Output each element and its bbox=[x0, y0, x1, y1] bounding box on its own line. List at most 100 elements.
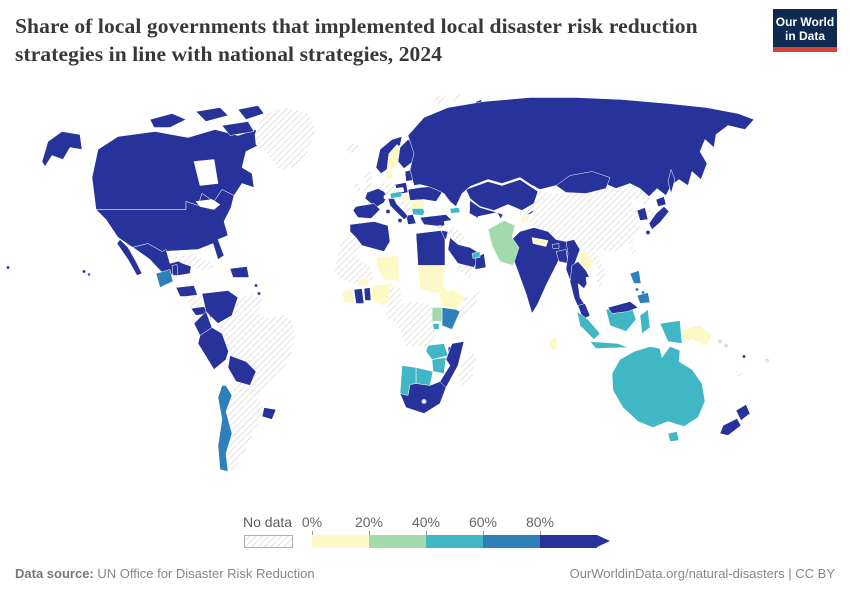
region-new-caledonia[interactable] bbox=[734, 370, 746, 379]
region-alaska[interactable] bbox=[41, 131, 83, 167]
region-lesser-antilles[interactable] bbox=[254, 283, 258, 288]
region-south-africa[interactable] bbox=[399, 381, 447, 414]
region-yemen[interactable] bbox=[455, 263, 475, 278]
region-nepal[interactable] bbox=[531, 237, 549, 247]
region-zambia[interactable] bbox=[425, 343, 449, 360]
region-sicily[interactable] bbox=[397, 218, 403, 223]
region-australia[interactable] bbox=[611, 346, 706, 428]
legend-bin-60-80%[interactable] bbox=[483, 535, 540, 548]
region-south-sudan[interactable] bbox=[419, 289, 439, 304]
region-indonesia-sumatra[interactable] bbox=[576, 310, 601, 340]
region-guinea[interactable] bbox=[335, 279, 351, 292]
legend-bin-80-100%[interactable] bbox=[540, 535, 597, 548]
region-nicaragua[interactable] bbox=[185, 294, 206, 309]
region-lesotho[interactable] bbox=[421, 399, 427, 404]
region-bhutan[interactable] bbox=[551, 243, 560, 249]
region-zimbabwe[interactable] bbox=[431, 357, 447, 374]
region-algeria[interactable] bbox=[349, 221, 391, 252]
region-drc[interactable] bbox=[395, 301, 437, 348]
region-greece[interactable] bbox=[405, 214, 417, 225]
region-france[interactable] bbox=[364, 188, 388, 208]
region-nigeria[interactable] bbox=[370, 283, 395, 306]
region-russia[interactable] bbox=[407, 97, 755, 207]
region-tasmania[interactable] bbox=[667, 431, 680, 442]
region-benelux[interactable] bbox=[377, 182, 386, 190]
region-philippines-mindanao[interactable] bbox=[636, 292, 651, 304]
legend-bin-40-60%[interactable] bbox=[426, 535, 483, 548]
region-tunisia[interactable] bbox=[387, 220, 396, 230]
region-somalia[interactable] bbox=[455, 288, 481, 324]
region-brazil[interactable] bbox=[217, 311, 297, 400]
region-japan-kyushu[interactable] bbox=[645, 230, 651, 235]
region-fiji[interactable] bbox=[765, 358, 769, 363]
region-sardinia[interactable] bbox=[385, 209, 391, 214]
region-solomon-islands[interactable] bbox=[724, 343, 728, 348]
region-south-korea[interactable] bbox=[636, 207, 649, 221]
region-pacific-island[interactable] bbox=[6, 265, 10, 270]
region-new-zealand-south[interactable] bbox=[719, 418, 742, 436]
region-sweden[interactable] bbox=[385, 144, 404, 180]
region-cyprus[interactable] bbox=[437, 225, 443, 228]
region-indonesia-java[interactable] bbox=[589, 341, 629, 349]
legend-bin-0-20%[interactable] bbox=[312, 535, 369, 548]
region-papua-new-guinea[interactable] bbox=[681, 325, 713, 346]
region-chile[interactable] bbox=[217, 385, 233, 472]
region-lesser-antilles[interactable] bbox=[257, 291, 261, 296]
region-kenya[interactable] bbox=[441, 307, 461, 330]
region-mongolia[interactable] bbox=[555, 171, 611, 194]
region-taiwan[interactable] bbox=[629, 245, 637, 254]
region-thailand[interactable] bbox=[569, 261, 591, 312]
region-botswana[interactable] bbox=[415, 367, 434, 386]
region-solomon-islands[interactable] bbox=[718, 339, 722, 344]
region-hawaii[interactable] bbox=[82, 269, 86, 274]
region-italy[interactable] bbox=[387, 198, 409, 220]
region-malaysia-borneo[interactable] bbox=[607, 301, 639, 314]
region-philippines-luzon[interactable] bbox=[629, 270, 642, 284]
region-greenland[interactable] bbox=[254, 107, 317, 172]
region-burkina-faso[interactable] bbox=[357, 277, 370, 287]
region-canada-arctic[interactable] bbox=[149, 105, 277, 136]
region-mexico-baja[interactable] bbox=[116, 239, 143, 276]
region-pakistan[interactable] bbox=[487, 220, 520, 266]
region-sakhalin[interactable] bbox=[667, 168, 676, 195]
owid-logo[interactable]: Our World in Data bbox=[773, 9, 837, 52]
region-india[interactable] bbox=[511, 227, 575, 315]
region-uruguay[interactable] bbox=[261, 407, 277, 420]
region-indonesia-papua[interactable] bbox=[659, 320, 683, 344]
region-chad[interactable] bbox=[397, 255, 417, 287]
region-vanuatu[interactable] bbox=[742, 354, 746, 359]
region-cambodia[interactable] bbox=[585, 275, 599, 287]
region-bulgaria[interactable] bbox=[411, 208, 427, 216]
region-belize[interactable] bbox=[171, 264, 179, 276]
region-angola[interactable] bbox=[403, 347, 429, 368]
legend-bin-20-40%[interactable] bbox=[369, 535, 426, 548]
region-georgia[interactable] bbox=[449, 207, 461, 214]
region-central-african-republic[interactable] bbox=[401, 285, 421, 302]
legend-no-data-label[interactable]: No data bbox=[243, 514, 293, 530]
region-madagascar[interactable] bbox=[457, 351, 478, 388]
region-libya[interactable] bbox=[389, 227, 417, 255]
region-vietnam[interactable] bbox=[583, 245, 607, 289]
region-uae[interactable] bbox=[471, 251, 481, 259]
region-iceland[interactable] bbox=[343, 142, 362, 154]
region-norway[interactable] bbox=[375, 136, 403, 174]
region-ghana[interactable] bbox=[353, 288, 365, 304]
region-togo-benin[interactable] bbox=[363, 287, 372, 301]
region-honduras[interactable] bbox=[175, 285, 199, 297]
region-new-zealand-north[interactable] bbox=[735, 404, 751, 421]
region-ireland[interactable] bbox=[352, 182, 362, 192]
region-hawaii[interactable] bbox=[87, 273, 91, 276]
region-north-korea[interactable] bbox=[631, 196, 645, 211]
credit-link[interactable]: OurWorldinData.org/natural-disasters | C… bbox=[569, 566, 835, 581]
region-philippines-visayas[interactable] bbox=[635, 287, 639, 292]
region-iraq[interactable] bbox=[445, 227, 467, 245]
region-uganda[interactable] bbox=[431, 307, 443, 322]
legend-no-data-swatch[interactable] bbox=[244, 535, 293, 548]
region-japan[interactable] bbox=[648, 196, 670, 230]
region-czechia[interactable] bbox=[393, 187, 405, 193]
region-indonesia-sulawesi[interactable] bbox=[639, 309, 651, 334]
region-sri-lanka[interactable] bbox=[548, 337, 559, 351]
region-uk[interactable] bbox=[361, 170, 374, 192]
region-egypt[interactable] bbox=[415, 230, 446, 266]
region-iberia[interactable] bbox=[352, 203, 381, 219]
